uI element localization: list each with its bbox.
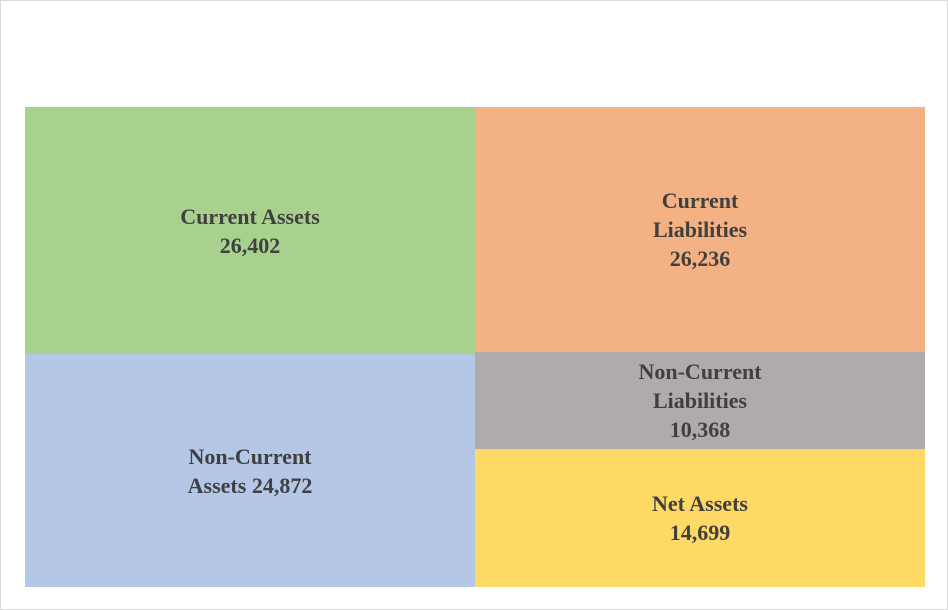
data-label-non-current-liabilities: Non-Current Liabilities 10,368 xyxy=(638,359,762,442)
data-label-current-assets: Current Assets 26,402 xyxy=(180,203,320,258)
data-label-current-liabilities: Current Liabilities 26,236 xyxy=(652,188,748,271)
treemap-tile-current-assets: Current Assets 26,402 xyxy=(25,107,475,354)
treemap-tile-current-liabilities: Current Liabilities 26,236 xyxy=(475,107,925,352)
data-label-net-assets: Net Assets 14,699 xyxy=(652,491,748,545)
treemap-plot: Current Assets 26,402 Non-Current Assets … xyxy=(25,107,925,587)
treemap-tile-non-current-liabilities: Non-Current Liabilities 10,368 xyxy=(475,352,925,449)
data-label-non-current-assets: Non-Current Assets 24,872 xyxy=(187,443,313,498)
treemap-tile-non-current-assets: Non-Current Assets 24,872 xyxy=(25,354,475,587)
treemap-tile-net-assets: Net Assets 14,699 xyxy=(475,449,925,587)
